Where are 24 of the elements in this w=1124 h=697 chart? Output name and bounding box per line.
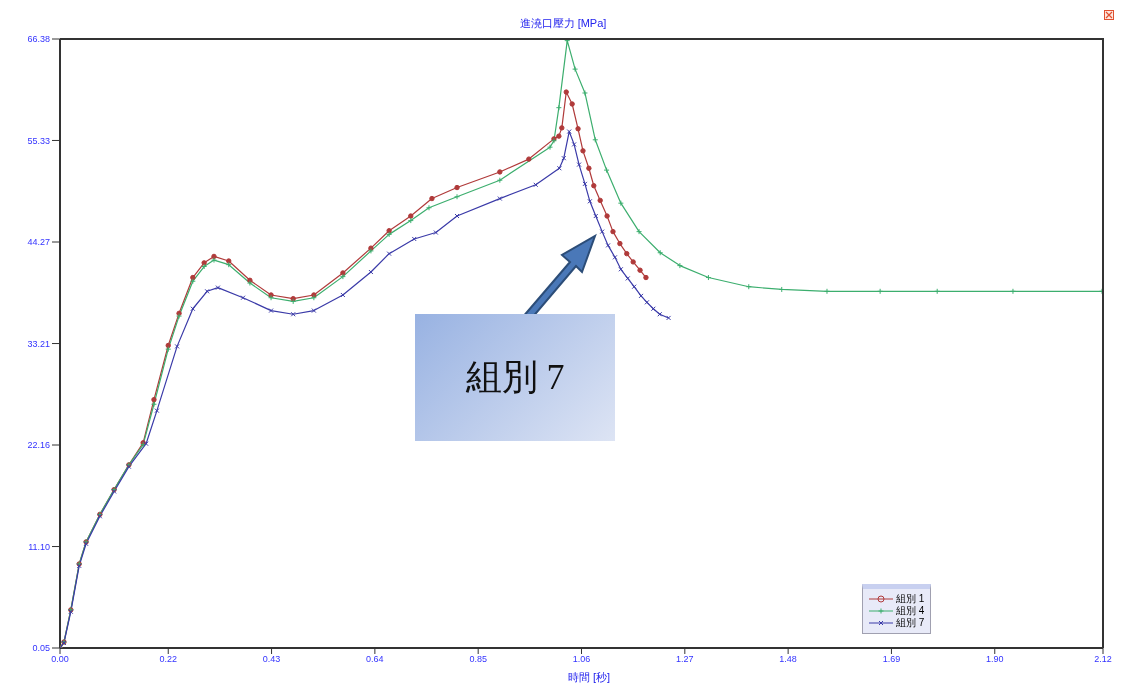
y-tick-label: 0.05	[32, 643, 50, 654]
annotation: 組別 7	[465, 356, 565, 399]
y-tick-label: 33.21	[27, 338, 50, 349]
legend-label: 組別 1	[896, 592, 925, 606]
x-tick-label: 1.27	[676, 654, 694, 665]
x-tick-label: 1.69	[882, 654, 901, 665]
x-tick-label: 0.85	[469, 654, 487, 665]
x-tick-label: 0.43	[262, 654, 281, 665]
y-tick-label: 22.16	[27, 440, 50, 451]
x-tick-label: 1.48	[779, 654, 797, 665]
legend-label: 組別 4	[896, 604, 925, 618]
y-tick-label: 66.38	[27, 34, 50, 45]
x-tick-label: 2.12	[1094, 654, 1112, 665]
y-tick-label: 11.10	[28, 541, 50, 552]
x-tick-label: 1.06	[572, 654, 591, 665]
x-tick-label: 0.64	[366, 654, 384, 665]
y-tick-label: 44.27	[27, 237, 50, 248]
legend-label: 組別 7	[896, 616, 925, 630]
y-tick-label: 55.33	[27, 135, 50, 146]
x-axis-title: 時間 [秒]	[568, 670, 611, 685]
x-tick-label: 0.22	[159, 654, 177, 665]
x-tick-label: 1.90	[986, 654, 1004, 665]
x-tick-label: 0.00	[51, 654, 69, 665]
chart-title: 進澆口壓力 [MPa]	[518, 16, 608, 31]
